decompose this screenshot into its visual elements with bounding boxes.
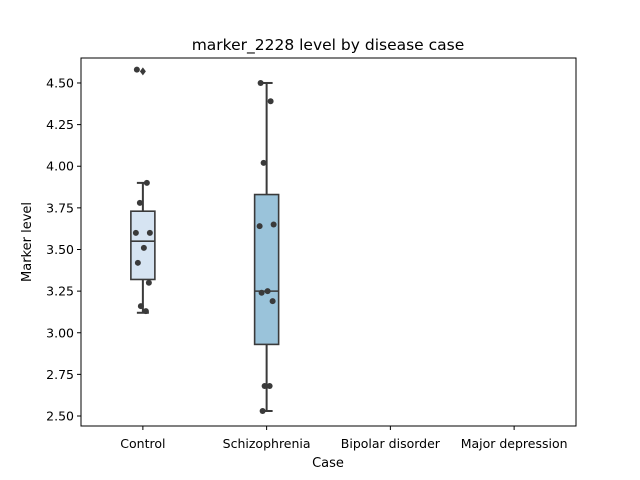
x-axis: Control Schizophrenia Bipolar disorder Majo… <box>120 426 568 451</box>
data-point <box>267 98 274 105</box>
x-tick-label: Major depression <box>461 436 568 451</box>
y-tick-label: 4.00 <box>46 159 74 174</box>
data-point <box>132 229 139 236</box>
points-layer <box>132 66 277 415</box>
y-axis: 2.50 2.75 3.00 3.25 3.50 3.75 4.00 4.25 4.50 <box>46 75 81 424</box>
data-point <box>257 79 264 86</box>
outlier-marker <box>139 67 146 76</box>
y-axis-label: Marker level <box>20 202 35 282</box>
data-point <box>261 383 268 390</box>
x-axis-label: Case <box>312 456 344 471</box>
y-tick-label: 4.50 <box>46 75 74 90</box>
y-tick-label: 3.00 <box>46 325 74 340</box>
data-point <box>137 303 144 310</box>
data-point <box>134 259 141 266</box>
data-point <box>140 244 147 251</box>
x-tick-label: Schizophrenia <box>223 436 311 451</box>
data-point <box>269 298 276 305</box>
data-point <box>270 221 277 228</box>
y-tick-label: 3.75 <box>46 200 74 215</box>
data-point <box>264 288 271 295</box>
x-tick-label: Control <box>120 436 165 451</box>
data-point <box>143 179 150 186</box>
data-point <box>146 229 153 236</box>
box-body <box>253 193 280 346</box>
data-point <box>133 66 140 73</box>
data-point <box>258 289 265 296</box>
x-tick-label: Bipolar disorder <box>341 436 441 451</box>
y-tick-label: 2.75 <box>46 367 74 382</box>
y-tick-label: 2.50 <box>46 409 74 424</box>
data-point <box>142 308 149 315</box>
data-point <box>260 159 267 166</box>
data-point <box>259 408 266 415</box>
y-tick-label: 4.25 <box>46 117 74 132</box>
plot-frame <box>80 57 577 427</box>
y-tick-label: 3.25 <box>46 284 74 299</box>
data-point <box>256 223 263 230</box>
box-1 <box>253 81 280 413</box>
data-point <box>145 279 152 286</box>
y-tick-label: 3.50 <box>46 242 74 257</box>
chart-title: marker_2228 level by disease case <box>192 36 465 55</box>
data-point <box>136 199 143 206</box>
data-point <box>266 383 273 390</box>
